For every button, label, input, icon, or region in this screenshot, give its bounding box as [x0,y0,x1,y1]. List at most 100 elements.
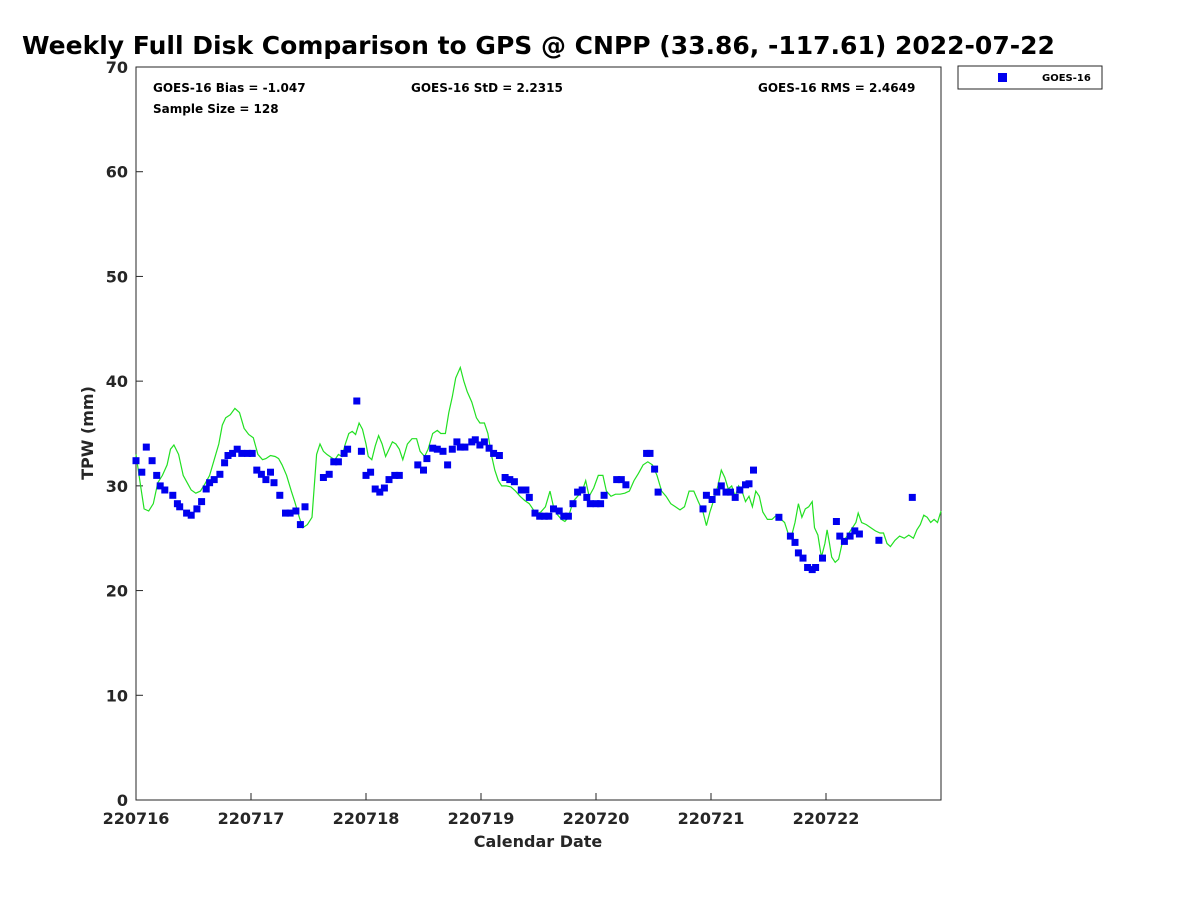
data-point [476,441,484,449]
data-point [522,486,530,494]
data-point [391,471,399,479]
data-point [270,479,278,487]
data-point [257,470,265,478]
x-axis-label: Calendar Date [474,832,603,851]
data-point [132,457,140,465]
data-point [176,503,184,511]
data-point [786,532,794,540]
data-point [736,486,744,494]
data-point [325,470,333,478]
data-point [248,449,256,457]
data-point [832,518,840,525]
data-point [238,449,246,457]
data-point [775,513,783,521]
data-point [727,488,734,496]
data-point [461,443,469,451]
data-point [613,476,621,484]
legend-box [957,65,1103,90]
sample-size-stat: Sample Size = 128 [153,102,279,116]
data-point [564,512,572,520]
data-point [156,482,164,490]
data-point [851,527,859,535]
data-point [699,505,707,513]
data-point [569,500,577,508]
data-point [846,532,854,540]
data-point [376,488,384,496]
data-point [731,493,739,501]
data-point [840,537,848,545]
data-point [592,500,600,508]
data-point [267,468,274,476]
data-point [708,496,716,503]
data-point [597,500,605,508]
y-tick-label: 70 [106,58,128,77]
data-point [169,491,177,499]
goes16-series-markers [132,397,916,574]
data-point [444,461,452,469]
data-point [855,530,863,538]
data-point [292,507,300,515]
data-point [202,485,210,493]
x-tick-label: 220720 [563,809,630,828]
data-point [193,505,201,513]
data-point [414,461,422,469]
data-point [574,488,582,496]
data-point [385,476,393,484]
data-point [153,471,161,479]
data-point [745,480,753,488]
data-point [395,471,403,479]
data-point [545,512,553,520]
data-point [722,488,730,496]
plot-area [135,66,942,801]
data-point [517,486,525,494]
data-point [161,486,169,494]
data-point [501,474,509,481]
data-point [651,465,659,473]
data-point [371,485,379,493]
data-point [750,466,757,474]
data-point [531,509,539,517]
y-tick-label: 20 [106,582,128,601]
data-point [367,468,375,476]
data-point [560,512,568,520]
data-point [510,478,518,486]
data-point [578,486,586,494]
data-point [471,436,479,444]
data-point [187,511,195,519]
data-point [485,444,493,452]
data-point [330,458,338,466]
data-point [794,549,802,557]
data-point [334,458,342,466]
data-point [224,452,232,459]
x-tick-label: 220719 [448,809,515,828]
data-point [583,493,591,501]
data-point [439,447,447,455]
data-point [646,449,654,457]
data-point [286,509,294,517]
std-stat: GOES-16 StD = 2.2315 [411,81,563,95]
data-point [183,509,191,517]
data-point [804,564,812,571]
data-point [717,482,725,490]
data-point [301,503,309,511]
data-point [600,491,608,499]
data-point [480,438,488,446]
data-point [555,507,563,515]
x-tick-label: 220718 [333,809,400,828]
data-point [713,488,721,496]
data-point [812,564,820,571]
data-point [138,468,146,476]
data-point [362,471,370,479]
data-point [433,445,441,453]
data-point [233,445,241,453]
x-axis: 220716 220717 220718 220719 220720 220721 2207… [103,793,860,828]
data-point [875,536,883,544]
y-tick-label: 60 [106,163,128,182]
x-tick-label: 220722 [793,809,860,828]
data-point [210,476,218,484]
data-point [525,493,533,501]
data-point [490,449,498,457]
data-point [221,459,229,467]
data-point [799,554,807,562]
